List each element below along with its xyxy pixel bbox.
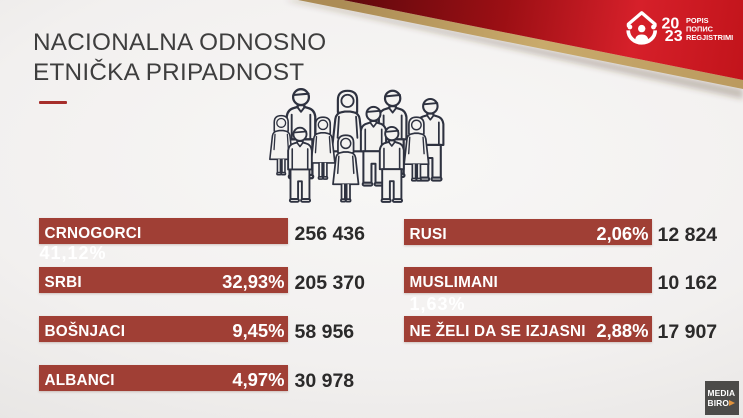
svg-text:20: 20 xyxy=(662,16,680,33)
svg-text:23: 23 xyxy=(665,28,683,45)
svg-text:ПОПИС: ПОПИС xyxy=(686,24,714,33)
svg-text:REGJISTRIMI: REGJISTRIMI xyxy=(686,33,733,42)
svg-text:POPIS: POPIS xyxy=(686,16,709,25)
